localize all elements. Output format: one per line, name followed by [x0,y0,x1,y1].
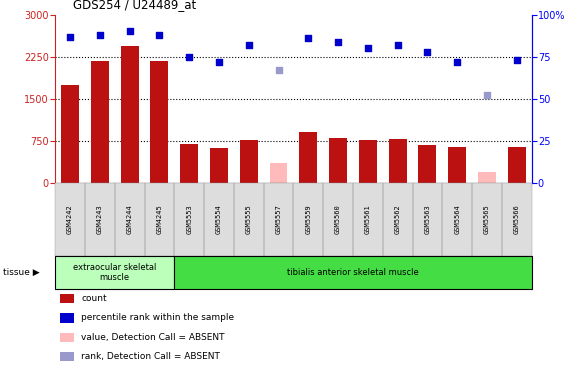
Bar [85,183,115,256]
Bar [353,183,383,256]
Text: GSM5566: GSM5566 [514,205,520,235]
Point [214,59,224,65]
Text: tissue ▶: tissue ▶ [3,268,40,277]
Bar [293,183,323,256]
Text: GSM5564: GSM5564 [454,205,460,235]
Point [363,45,372,51]
Text: GSM5563: GSM5563 [424,205,431,235]
Bar [270,163,288,183]
Bar [329,138,347,183]
Point [185,54,194,60]
Text: extraocular skeletal
muscle: extraocular skeletal muscle [73,263,156,283]
Text: GSM5562: GSM5562 [394,205,401,235]
Point [423,49,432,55]
Bar [359,140,376,183]
Text: GSM5553: GSM5553 [186,205,192,235]
Bar [508,146,526,183]
Bar [234,183,264,256]
Bar [389,139,407,183]
Point [304,35,313,41]
Text: GSM4242: GSM4242 [67,205,73,235]
Bar [472,183,502,256]
Text: tibialis anterior skeletal muscle: tibialis anterior skeletal muscle [287,268,419,277]
Bar [91,61,109,183]
Text: GSM5559: GSM5559 [305,205,311,235]
Text: GSM4243: GSM4243 [97,205,103,235]
Bar [442,183,472,256]
Bar [121,45,139,183]
Text: GSM4245: GSM4245 [156,205,163,235]
Point [393,42,402,48]
Text: GSM5565: GSM5565 [484,205,490,235]
Bar [115,183,145,256]
Bar [478,172,496,183]
Bar [60,313,74,322]
Bar [60,294,74,303]
Text: percentile rank within the sample: percentile rank within the sample [81,313,235,322]
Text: GSM4244: GSM4244 [127,205,132,235]
Text: GSM5561: GSM5561 [365,205,371,235]
Point [512,57,521,63]
Point [95,32,105,38]
Text: GSM5554: GSM5554 [216,205,222,235]
Bar [60,333,74,342]
Bar [180,144,198,183]
Bar [240,140,258,183]
Bar [174,256,532,289]
Point [66,34,75,40]
Point [125,29,134,34]
Point [155,32,164,38]
Bar [323,183,353,256]
Point [333,39,343,45]
Point [244,42,253,48]
Bar [61,85,79,183]
Text: GSM5555: GSM5555 [246,205,252,235]
Bar [150,61,168,183]
Text: count: count [81,294,107,303]
Point [453,59,462,65]
Bar [502,183,532,256]
Point [482,93,492,98]
Bar [145,183,174,256]
Point [274,67,283,73]
Text: GSM5560: GSM5560 [335,205,341,235]
Bar [55,183,85,256]
Bar [299,132,317,183]
Bar [210,148,228,183]
Bar [55,256,174,289]
Bar [204,183,234,256]
Text: value, Detection Call = ABSENT: value, Detection Call = ABSENT [81,333,225,342]
Bar [174,183,204,256]
Text: GDS254 / U24489_at: GDS254 / U24489_at [73,0,196,11]
Bar [264,183,293,256]
Text: GSM5557: GSM5557 [275,205,282,235]
Bar [418,145,436,183]
Bar [60,352,74,361]
Text: rank, Detection Call = ABSENT: rank, Detection Call = ABSENT [81,352,220,361]
Bar [449,147,466,183]
Bar [383,183,413,256]
Bar [413,183,442,256]
